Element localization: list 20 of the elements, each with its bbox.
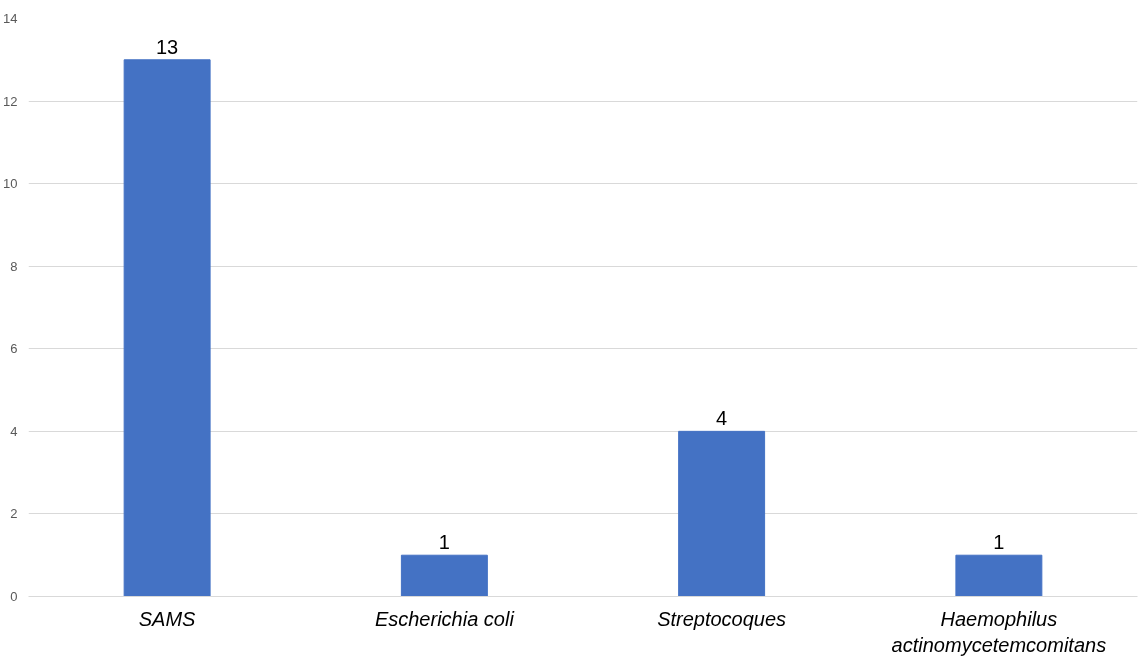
data-label: 4	[716, 407, 728, 430]
y-tick-label: 0	[10, 589, 18, 604]
data-label: 13	[156, 35, 179, 58]
y-tick-label: 8	[10, 258, 18, 274]
bar	[400, 554, 488, 597]
bar	[955, 554, 1043, 597]
data-label: 1	[993, 531, 1005, 554]
y-tick-label: 2	[10, 506, 18, 522]
bar	[123, 59, 211, 597]
x-tick-label: Haemophilus actinomycetemcomitans	[891, 607, 1107, 656]
y-tick-label: 10	[3, 176, 18, 192]
x-tick-label: SAMS	[138, 607, 197, 630]
x-tick-label: Escherichia coli	[374, 607, 515, 630]
x-tick-label: Streptocoques	[657, 607, 787, 630]
y-tick-label: 12	[3, 93, 18, 109]
bar	[678, 430, 766, 597]
y-tick-label: 6	[10, 341, 18, 357]
y-tick-label: 14	[3, 11, 18, 26]
y-tick-label: 4	[10, 423, 18, 439]
data-label: 1	[438, 531, 450, 554]
